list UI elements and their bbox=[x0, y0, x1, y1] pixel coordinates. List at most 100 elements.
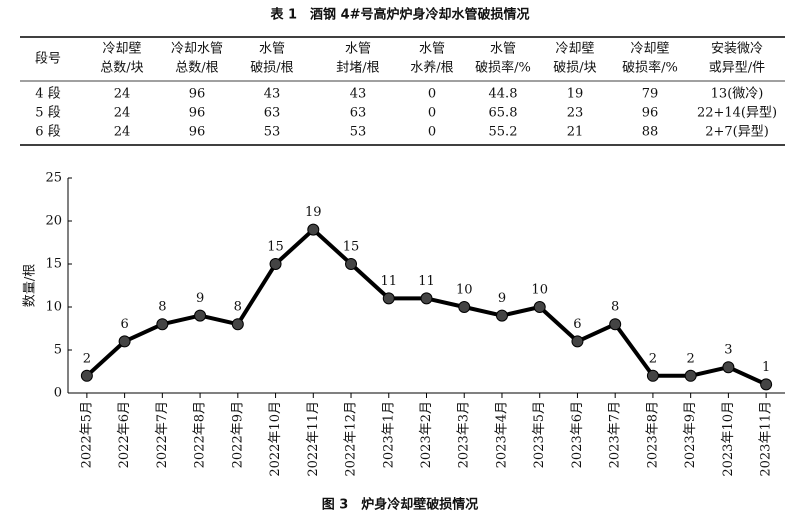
marker bbox=[609, 318, 622, 331]
marker bbox=[156, 318, 169, 331]
x-tick-label: 2023年8月 bbox=[645, 401, 660, 468]
data-label: 8 bbox=[234, 300, 242, 315]
table-cell: 96 bbox=[189, 125, 206, 140]
table-header: 冷却壁 bbox=[630, 42, 669, 57]
table-header: 水管 bbox=[259, 42, 285, 57]
table-cell: 4 段 bbox=[35, 87, 60, 102]
marker bbox=[194, 309, 207, 322]
line bbox=[85, 227, 767, 387]
table-cell: 65.8 bbox=[489, 106, 518, 121]
table-cell: 24 bbox=[114, 87, 131, 102]
data-label: 11 bbox=[380, 274, 397, 289]
x-tick-label: 2022年6月 bbox=[117, 401, 132, 468]
marker bbox=[458, 301, 471, 313]
y-tick-label: 0 bbox=[54, 386, 62, 401]
marker bbox=[118, 335, 131, 348]
data-label: 1 bbox=[762, 360, 770, 375]
marker bbox=[345, 258, 358, 270]
table-cell: 13(微冷) bbox=[711, 87, 764, 102]
data-label: 8 bbox=[611, 300, 619, 315]
table-header: 水管 bbox=[490, 42, 516, 57]
x-tick-label: 2023年4月 bbox=[494, 401, 509, 468]
x-tick-label: 2022年10月 bbox=[268, 401, 283, 477]
table-title: 表 1 酒钢 4#号高炉炉身冷却水管破损情况 bbox=[269, 7, 529, 23]
table-cell: 2+7(异型) bbox=[705, 125, 769, 140]
marker bbox=[495, 309, 508, 322]
y-tick-label: 5 bbox=[54, 343, 62, 358]
marker bbox=[571, 335, 584, 348]
data-label: 15 bbox=[343, 240, 360, 255]
table-cell: 23 bbox=[567, 106, 584, 121]
table-cell: 19 bbox=[567, 87, 584, 102]
data-label: 6 bbox=[120, 317, 128, 332]
table-cell: 53 bbox=[350, 125, 367, 140]
y-tick-label: 25 bbox=[45, 171, 62, 186]
table-header: 冷却壁 bbox=[102, 42, 141, 57]
table-header: 水养/根 bbox=[410, 60, 453, 76]
table-cell: 24 bbox=[114, 106, 131, 121]
marker bbox=[80, 369, 93, 382]
table-header: 安装微冷 bbox=[711, 42, 763, 57]
table-cell: 43 bbox=[264, 87, 281, 102]
x-tick-label: 2022年9月 bbox=[230, 401, 245, 468]
x-tick-label: 2022年12月 bbox=[344, 401, 359, 477]
table-cell: 44.8 bbox=[489, 87, 518, 102]
table-header: 水管 bbox=[419, 42, 445, 57]
table-header: 冷却水管 bbox=[171, 42, 223, 57]
x-tick-label: 2023年9月 bbox=[683, 401, 698, 468]
y-tick-label: 10 bbox=[45, 300, 62, 315]
y-tick-label: 15 bbox=[45, 257, 62, 272]
data-label: 19 bbox=[305, 205, 322, 220]
table-cell: 21 bbox=[567, 125, 584, 140]
marker bbox=[533, 301, 546, 313]
table-cell: 0 bbox=[428, 125, 436, 140]
x-tick-label: 2023年11月 bbox=[759, 401, 774, 477]
table-cell: 55.2 bbox=[489, 125, 518, 140]
data-label: 15 bbox=[267, 240, 284, 255]
table-header: 或异型/件 bbox=[709, 61, 765, 76]
data-label: 11 bbox=[418, 274, 435, 289]
table-header: 破损/根 bbox=[250, 61, 293, 76]
table-cell: 0 bbox=[428, 87, 436, 102]
table-cell: 43 bbox=[350, 87, 367, 102]
table-cell: 6 段 bbox=[35, 125, 60, 140]
marker bbox=[684, 369, 697, 382]
x-tick-label: 2022年11月 bbox=[306, 401, 321, 477]
x-tick-label: 2023年3月 bbox=[457, 401, 472, 468]
figure-caption: 图 3 炉身冷却壁破损情况 bbox=[322, 497, 479, 513]
table-cell: 96 bbox=[189, 106, 206, 121]
x-tick-label: 2022年8月 bbox=[193, 401, 208, 468]
x-tick-label: 2023年1月 bbox=[381, 401, 396, 468]
x-tick-label: 2022年5月 bbox=[79, 401, 94, 468]
data-label: 3 bbox=[724, 343, 732, 358]
data-label: 10 bbox=[456, 283, 473, 298]
marker bbox=[420, 292, 433, 305]
table-cell: 0 bbox=[428, 106, 436, 121]
data-label: 2 bbox=[649, 351, 657, 366]
table-cell: 22+14(异型) bbox=[697, 106, 777, 121]
x-tick-label: 2023年5月 bbox=[532, 401, 547, 468]
x-tick-label: 2023年6月 bbox=[570, 401, 585, 468]
y-tick-label: 20 bbox=[45, 214, 62, 229]
table-header: 冷却壁 bbox=[555, 42, 594, 57]
marker bbox=[269, 258, 282, 270]
marker bbox=[646, 369, 659, 382]
table-header: 破损率/% bbox=[622, 60, 678, 76]
table-header: 总数/块 bbox=[100, 61, 143, 76]
table-cell: 5 段 bbox=[35, 106, 60, 121]
table-header: 封堵/根 bbox=[336, 61, 379, 76]
x-tick-label: 2022年7月 bbox=[155, 401, 170, 468]
table-header: 段号 bbox=[35, 52, 61, 67]
table-cell: 96 bbox=[189, 87, 206, 102]
marker bbox=[760, 378, 773, 391]
table-cell: 53 bbox=[264, 125, 281, 140]
table-cell: 24 bbox=[114, 125, 131, 140]
data-label: 2 bbox=[83, 351, 91, 366]
data-label: 8 bbox=[158, 300, 166, 315]
data-label: 9 bbox=[196, 291, 204, 306]
table-cell: 63 bbox=[264, 106, 281, 121]
table-cell: 88 bbox=[642, 125, 659, 140]
marker bbox=[382, 292, 395, 305]
x-tick-label: 2023年7月 bbox=[608, 401, 623, 468]
